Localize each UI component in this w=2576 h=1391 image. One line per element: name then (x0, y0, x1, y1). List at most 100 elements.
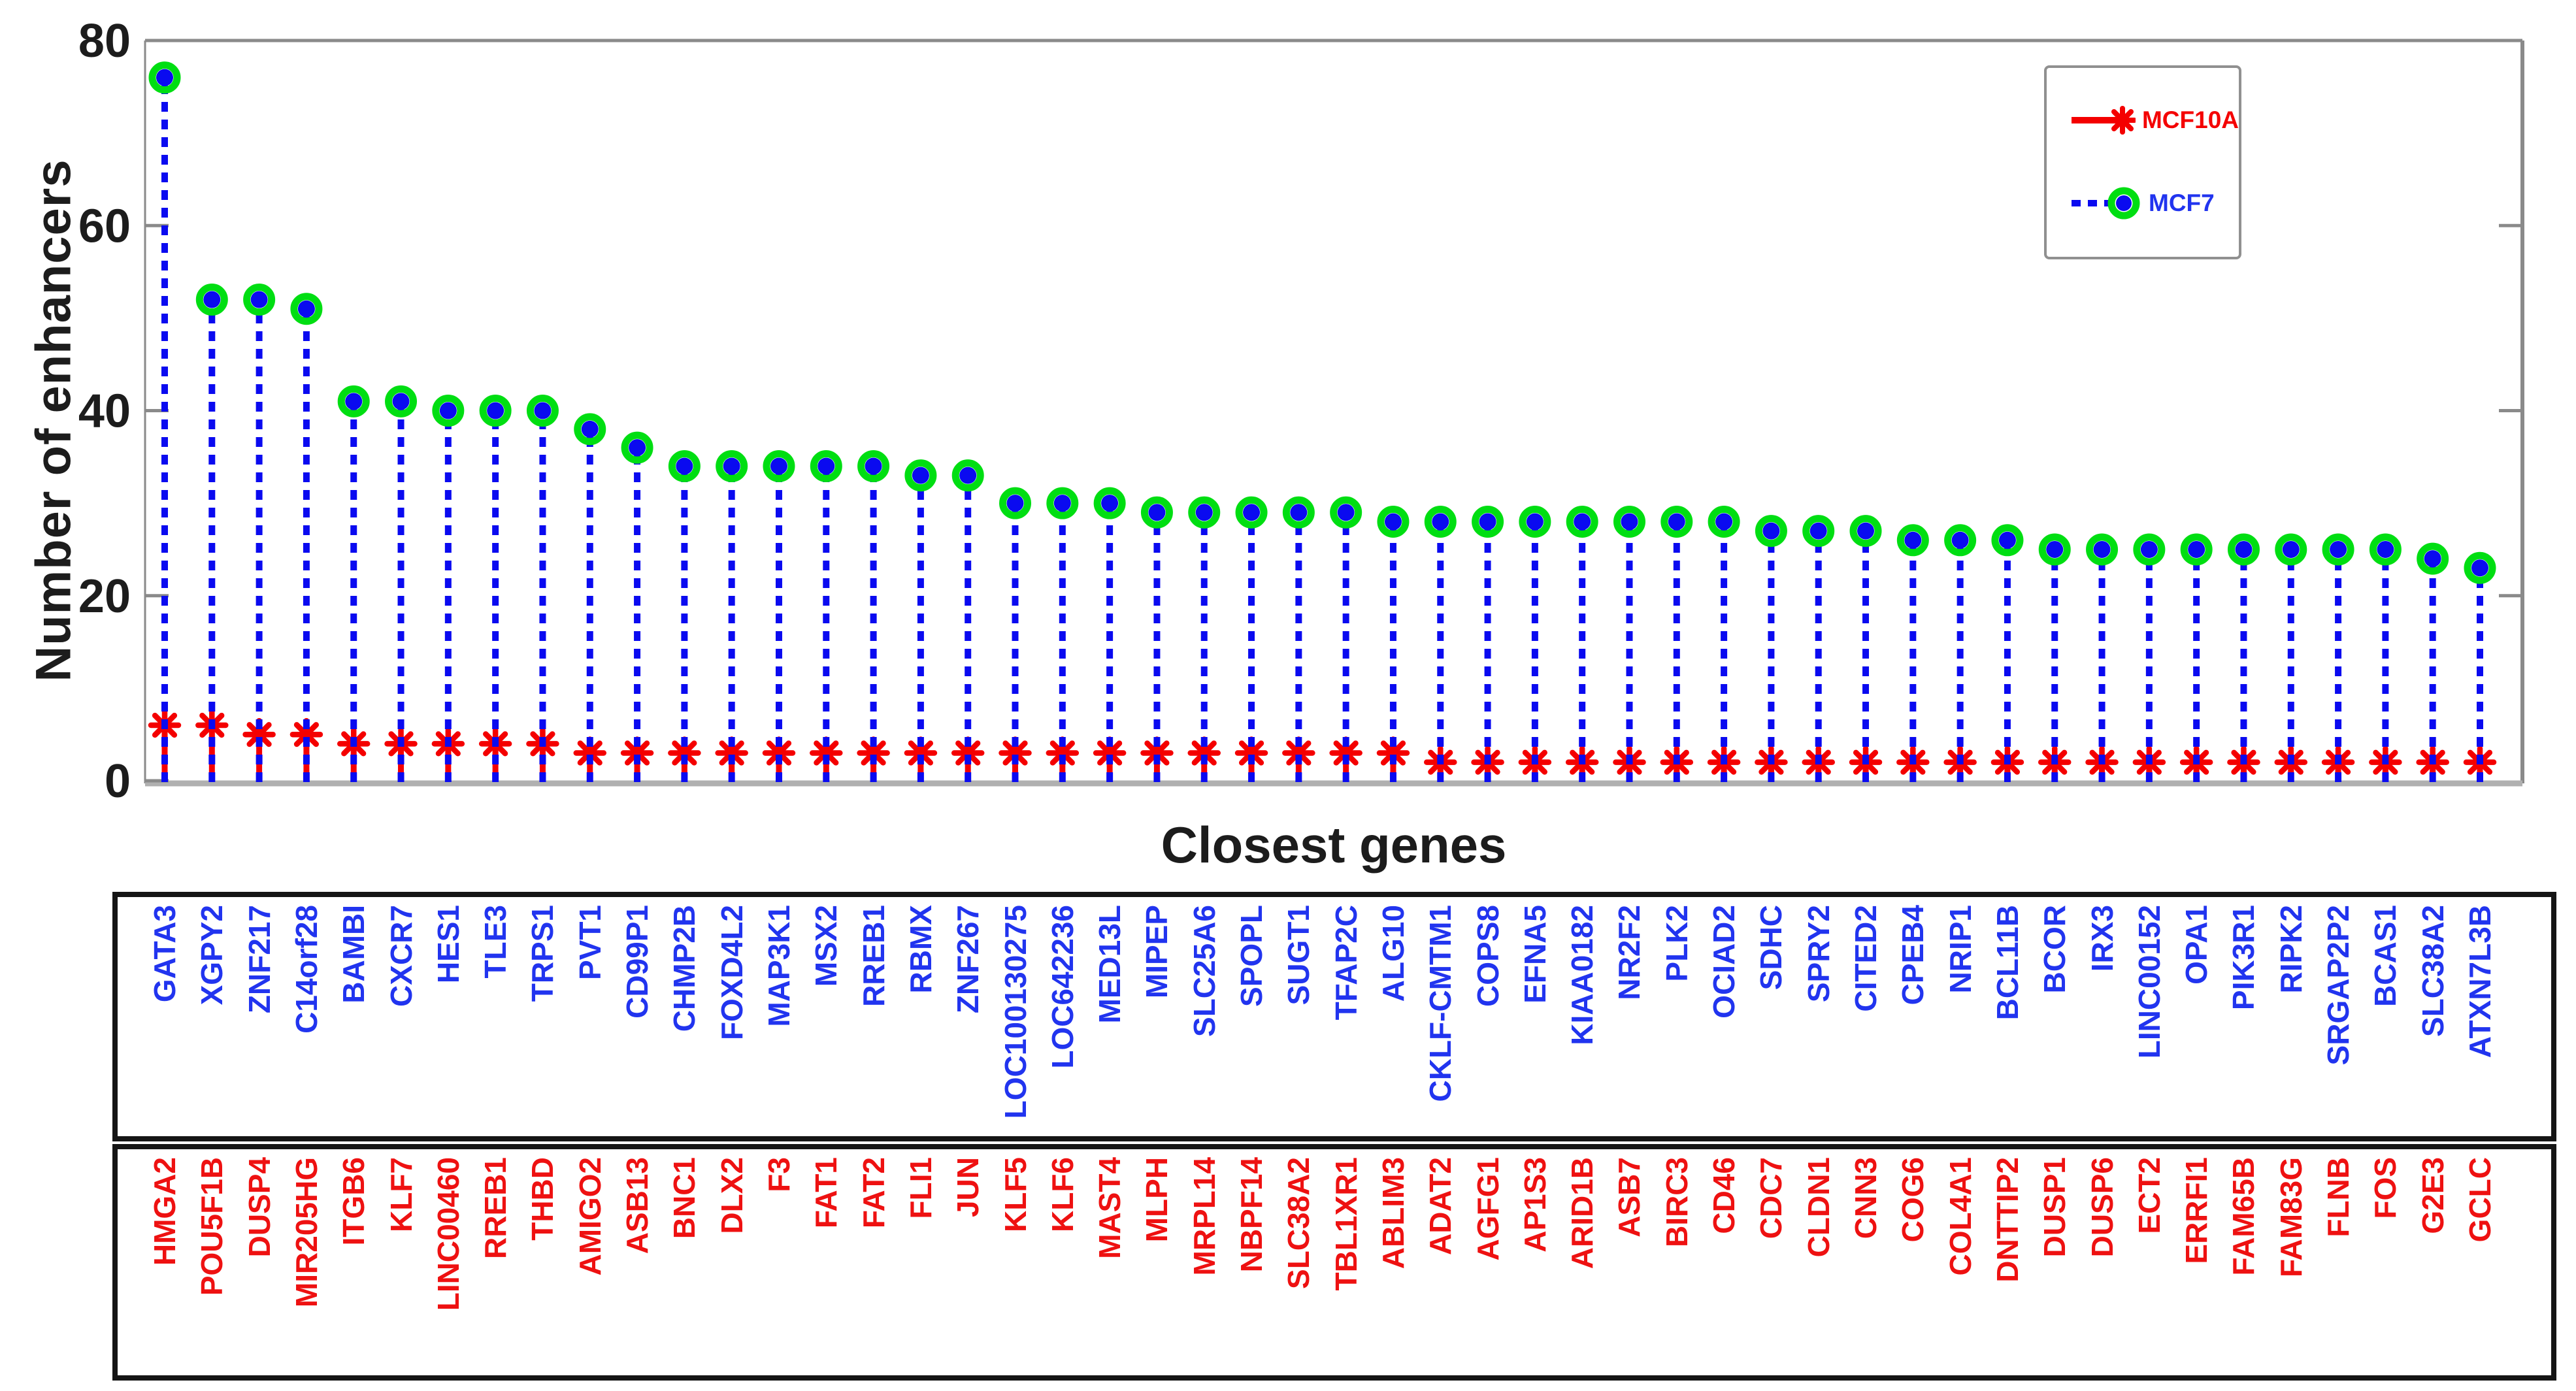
stem-RBMX (904, 459, 938, 782)
gene-label-AP1S3: AP1S3 (1517, 1157, 1552, 1252)
gene-label-RREB1: RREB1 (856, 905, 891, 1007)
x-axis-title: Closest genes (1161, 816, 1507, 874)
y-tick-label: 80 (78, 15, 131, 67)
stem-BCL11B (1990, 524, 2024, 782)
gene-label-CHMP2B: CHMP2B (667, 905, 702, 1032)
gene-label-KLF6: KLF6 (1045, 1157, 1080, 1232)
gene-label-MSX2: MSX2 (809, 905, 844, 987)
gene-label-EFNA5: EFNA5 (1517, 905, 1552, 1004)
stem-NRIP1 (1943, 524, 1977, 782)
stem-BCAS1 (2369, 533, 2402, 782)
gene-label-BCOR: BCOR (2038, 905, 2072, 994)
gene-label-SLC38A2: SLC38A2 (2415, 905, 2450, 1037)
gene-label-ECT2: ECT2 (2132, 1157, 2166, 1234)
gene-label-DUSP4: DUSP4 (242, 1157, 276, 1258)
mcf10a-gene-table: HMGA2 POU5F1B DUSP4 MIR205HG ITGB6 KLF7 LINC00… (112, 1144, 2556, 1381)
gene-label-CDC7: CDC7 (1754, 1157, 1789, 1239)
stem-LOC642236 (1046, 487, 1080, 782)
gene-label-TRPS1: TRPS1 (525, 905, 560, 1002)
gene-label-PVT1: PVT1 (572, 905, 607, 981)
gene-label-RBMX: RBMX (903, 905, 938, 994)
stem-HES1 (431, 395, 465, 782)
stem-OCIAD2 (1707, 505, 1741, 782)
gene-label-AMIGO2: AMIGO2 (572, 1157, 607, 1276)
stem-CKLF-CMTM1 (1424, 505, 1457, 782)
gene-label-ARID1B: ARID1B (1565, 1157, 1600, 1269)
gene-label-MIR205HG: MIR205HG (289, 1157, 323, 1308)
stem-SPRY2 (1802, 515, 1835, 782)
gene-label-XGPY2: XGPY2 (195, 905, 229, 1006)
gene-label-F3: F3 (761, 1157, 796, 1192)
gene-label-SPRY2: SPRY2 (1801, 905, 1836, 1003)
gene-label-FLI1: FLI1 (903, 1157, 938, 1219)
gene-label-ZNF267: ZNF267 (951, 905, 985, 1014)
y-tick-label: 0 (105, 755, 131, 808)
gene-label-PIK3R1: PIK3R1 (2226, 905, 2261, 1011)
stem-chart: 0 20 40 60 80 (78, 15, 2524, 808)
gene-label-JUN: JUN (951, 1157, 985, 1218)
gene-label-AGFG1: AGFG1 (1470, 1157, 1505, 1261)
stem-FOXD4L2 (715, 450, 748, 782)
stem-RREB1 (857, 450, 890, 782)
legend-label-mcf10a: MCF10A (2141, 106, 2239, 134)
gene-label-IRX3: IRX3 (2085, 905, 2119, 972)
gene-label-ERRFI1: ERRFI1 (2179, 1157, 2214, 1264)
gene-label-BIRC3: BIRC3 (1659, 1157, 1694, 1248)
mcf10a-line-star-icon (2072, 106, 2136, 135)
stem-NR2F2 (1613, 505, 1646, 782)
stem-MSX2 (810, 450, 843, 782)
stem-CHMP2B (668, 450, 701, 782)
gene-label-ALG10: ALG10 (1376, 905, 1410, 1002)
gene-label-THBD: THBD (525, 1157, 560, 1241)
gene-label-BAMBI: BAMBI (337, 905, 371, 1004)
stem-BAMBI (337, 385, 371, 782)
gene-label-KLF7: KLF7 (384, 1157, 418, 1232)
gene-label-OPA1: OPA1 (2179, 905, 2214, 985)
gene-label-DUSP6: DUSP6 (2085, 1157, 2119, 1258)
gene-label-CD46: CD46 (1707, 1157, 1742, 1234)
gene-label-ADAT2: ADAT2 (1423, 1157, 1458, 1255)
stem-SRGAP2P2 (2321, 533, 2355, 782)
y-tick-label: 40 (78, 385, 131, 438)
gene-label-GCLC: GCLC (2463, 1157, 2497, 1243)
stem-ALG10 (1376, 505, 1410, 782)
gene-label-LOC642236: LOC642236 (1045, 905, 1080, 1069)
legend: MCF10A MCF7 (2044, 65, 2241, 259)
stem-MED13L (1093, 487, 1127, 782)
y-tick-label: 60 (78, 200, 131, 252)
stem-GATA3 (148, 61, 182, 782)
gene-label-LINC00460: LINC00460 (431, 1157, 465, 1311)
stem-TRPS1 (526, 395, 559, 782)
legend-label-mcf7: MCF7 (2149, 189, 2215, 216)
gene-label-BCAS1: BCAS1 (2368, 905, 2403, 1007)
legend-item-mcf10a: MCF10A (2070, 102, 2239, 139)
stem-KIAA0182 (1565, 505, 1599, 782)
stem-SUGT1 (1282, 496, 1315, 782)
stem-CXCR7 (384, 385, 418, 782)
stem-MIPEP (1140, 496, 1174, 782)
gene-label-FAM65B: FAM65B (2226, 1157, 2261, 1276)
gene-label-GATA3: GATA3 (148, 905, 182, 1003)
gene-label-MED13L: MED13L (1093, 905, 1127, 1024)
gene-label-CKLF-CMTM1: CKLF-CMTM1 (1423, 905, 1458, 1102)
gene-label-KLF5: KLF5 (998, 1157, 1032, 1232)
gene-label-CD99P1: CD99P1 (620, 905, 655, 1019)
stem-IRX3 (2085, 533, 2119, 782)
stem-OPA1 (2179, 533, 2213, 782)
gene-label-FOS: FOS (2368, 1157, 2403, 1219)
gene-label-KIAA0182: KIAA0182 (1565, 905, 1600, 1045)
gene-label-FLNB: FLNB (2321, 1157, 2356, 1237)
gene-label-DLX2: DLX2 (714, 1157, 749, 1234)
stem-LOC100130275 (999, 487, 1032, 782)
stem-PLK2 (1660, 505, 1694, 782)
gene-label-ABLIM3: ABLIM3 (1376, 1157, 1410, 1269)
stem-SLC38A2 (2416, 542, 2449, 782)
stem-CPEB4 (1896, 524, 1930, 782)
gene-label-MAST4: MAST4 (1093, 1157, 1127, 1259)
gene-label-ITGB6: ITGB6 (337, 1157, 371, 1246)
gene-label-SPOPL: SPOPL (1234, 905, 1269, 1007)
gene-label-SDHC: SDHC (1754, 905, 1789, 990)
gene-label-SUGT1: SUGT1 (1281, 905, 1316, 1006)
gene-label-COL4A1: COL4A1 (1943, 1157, 1977, 1276)
gene-label-CNN3: CNN3 (1849, 1157, 1883, 1239)
